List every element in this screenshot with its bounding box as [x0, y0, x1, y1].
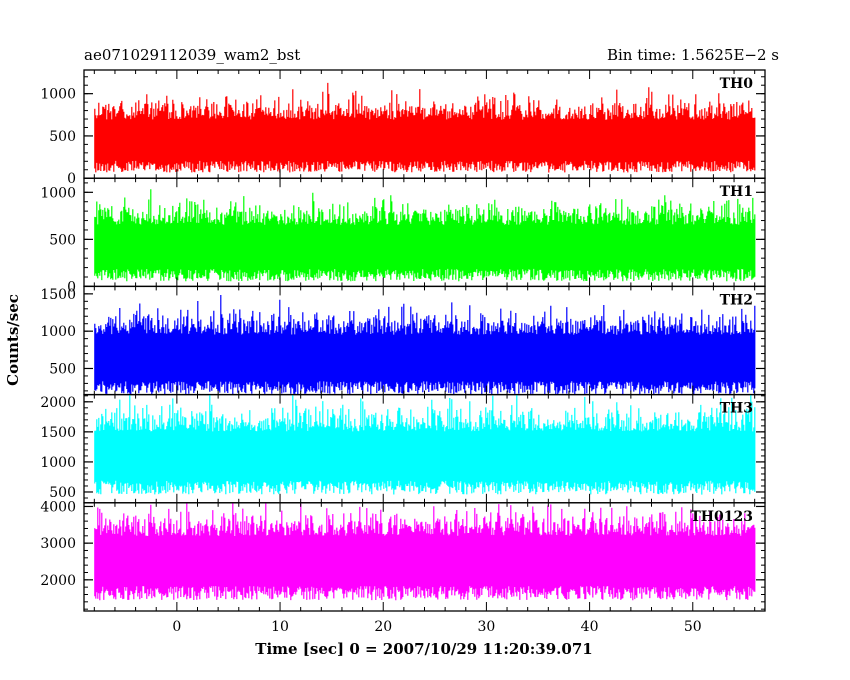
x-tick-label: 50 — [684, 619, 702, 635]
x-axis-title: Time [sec] 0 = 2007/10/29 11:20:39.071 — [255, 640, 592, 658]
series-th0 — [94, 82, 756, 173]
y-tick-label: 1500 — [40, 287, 76, 303]
y-tick-label: 0 — [67, 279, 76, 295]
panel-label: TH2 — [720, 292, 753, 308]
y-tick-label: 1000 — [40, 87, 76, 103]
y-tick-label: 2000 — [40, 573, 76, 589]
panel-label: TH3 — [720, 401, 753, 417]
x-tick-label: 30 — [477, 619, 495, 635]
series-th3 — [94, 394, 756, 495]
series-th1 — [94, 189, 756, 282]
panel-th0: 0 500 1000 TH0 — [40, 69, 766, 187]
header-left: ae071029112039_wam2_bst — [84, 46, 300, 64]
panels: 0 500 1000 TH0 0 500 1000 TH1 500 1000 1500 TH2 500 1… — [40, 69, 766, 612]
header-right: Bin time: 1.5625E−2 s — [607, 46, 779, 64]
panel-th3: 500 1000 1500 2000 TH3 — [40, 393, 766, 504]
y-tick-label: 1000 — [40, 455, 76, 471]
y-tick-label: 500 — [49, 232, 76, 248]
y-tick-label: 1000 — [40, 324, 76, 340]
y-tick-label: 1500 — [40, 425, 76, 441]
y-tick-label: 3000 — [40, 536, 76, 552]
x-axis: 0 10 20 30 40 50 — [172, 619, 701, 635]
series-th0123 — [94, 502, 756, 601]
panel-th1: 0 500 1000 TH1 — [40, 177, 766, 295]
panel-label: TH0 — [720, 76, 754, 92]
y-tick-label: 4000 — [40, 499, 76, 515]
x-tick-label: 0 — [172, 619, 181, 635]
x-tick-label: 20 — [374, 619, 392, 635]
y-tick-label: 2000 — [40, 395, 76, 411]
series-th2 — [94, 295, 756, 395]
y-tick-label: 1000 — [40, 185, 76, 201]
panel-th2: 500 1000 1500 TH2 — [40, 285, 766, 396]
y-tick-label: 0 — [67, 171, 76, 187]
y-tick-label: 500 — [49, 129, 76, 145]
y-tick-label: 500 — [49, 361, 76, 377]
panel-label: TH0123 — [690, 509, 753, 525]
x-tick-label: 10 — [271, 619, 289, 635]
panel-label: TH1 — [720, 184, 753, 200]
y-tick-label: 500 — [49, 485, 76, 501]
panel-th0123: 2000 3000 4000 TH0123 — [40, 499, 766, 612]
y-axis-title: Counts/sec — [4, 294, 22, 386]
x-tick-label: 40 — [581, 619, 599, 635]
